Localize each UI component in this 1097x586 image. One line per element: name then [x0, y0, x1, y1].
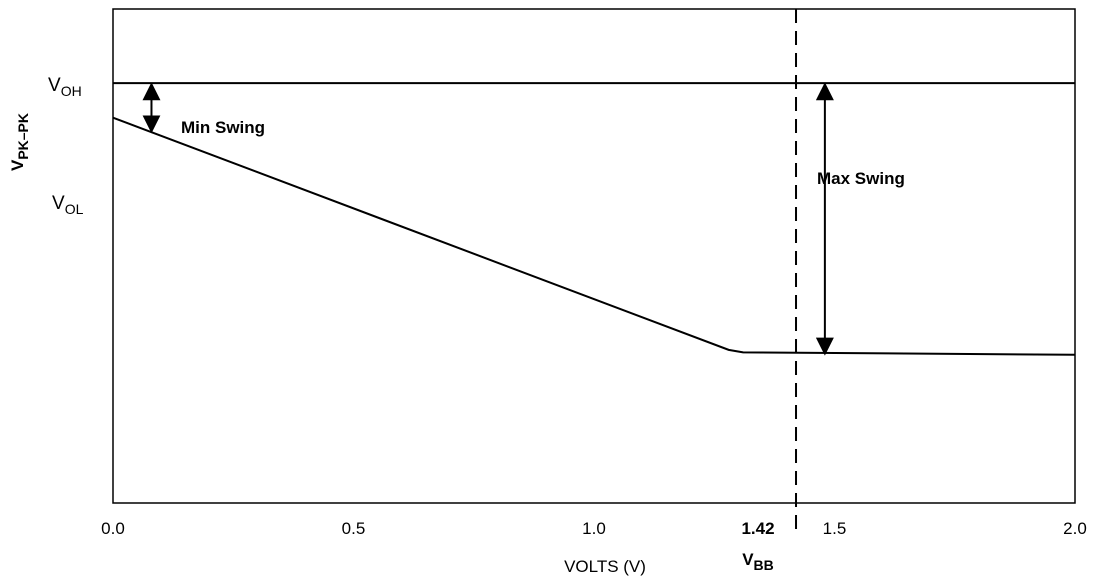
voh-label: VOH	[48, 75, 82, 99]
y-axis-title: VPK–PK	[8, 113, 31, 171]
vbb-value-label: 1.42	[741, 519, 774, 538]
x-tick-label: 1.0	[582, 519, 606, 538]
x-tick-label: 2.0	[1063, 519, 1087, 538]
vbb-name-label: VBB	[742, 550, 774, 573]
swing-curve	[112, 116, 1076, 356]
x-tick-label: 0.5	[342, 519, 366, 538]
vol-label: VOL	[52, 193, 84, 217]
x-axis-title: VOLTS (V)	[564, 557, 646, 576]
x-tick-label: 1.5	[823, 519, 847, 538]
min-swing-label: Min Swing	[181, 118, 265, 137]
plot-frame	[112, 8, 1076, 504]
x-tick-label: 0.0	[101, 519, 125, 538]
x-axis-ticks: 0.0 0.5 1.0 1.5 2.0	[101, 519, 1087, 538]
max-swing-label: Max Swing	[817, 169, 905, 188]
